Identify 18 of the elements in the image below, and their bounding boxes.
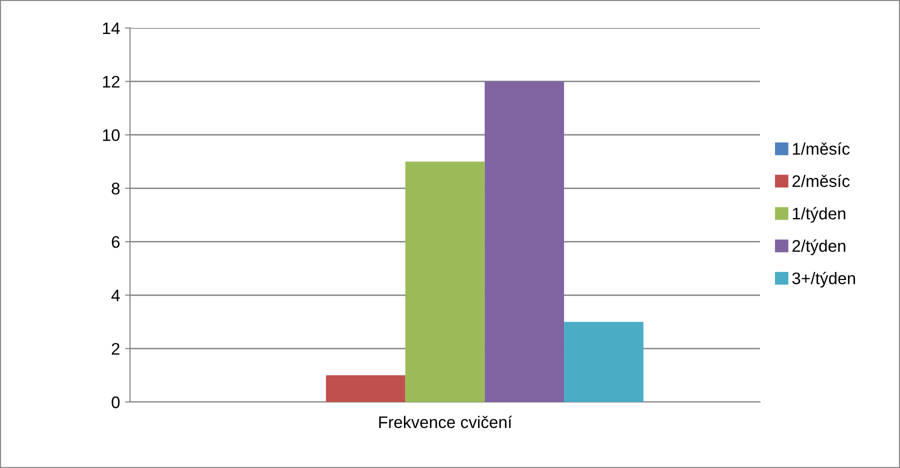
y-tick-label: 10 (103, 129, 120, 142)
y-tick-label: 6 (112, 236, 120, 248)
bar (405, 162, 485, 402)
legend-label: 2/měsíc (792, 174, 850, 188)
bar (564, 322, 644, 402)
y-tick-label: 12 (103, 76, 120, 88)
y-tick-label: 2 (112, 342, 120, 355)
y-tick-label: 0 (112, 396, 120, 408)
bar (484, 81, 564, 402)
bar (326, 375, 406, 402)
legend-label: 3+/týden (792, 272, 855, 288)
y-tick-label: 14 (103, 22, 120, 34)
legend-label: 2/týden (792, 239, 846, 256)
x-tick-label: Frekvence cvičení (379, 416, 512, 428)
y-tick-label: 8 (112, 182, 120, 194)
legend-label: 1/týden (792, 207, 846, 223)
legend-label: 1/měsíc (792, 142, 850, 155)
y-tick-label: 4 (111, 290, 120, 302)
